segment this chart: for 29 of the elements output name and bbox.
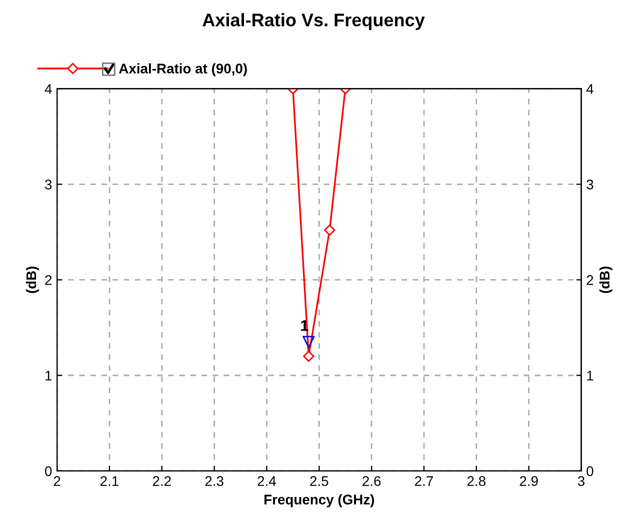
- y2-tick-label: 0: [586, 466, 594, 476]
- y-tick-label: 2: [45, 275, 52, 285]
- x-tick-label: 2: [54, 476, 60, 486]
- x-tick-label: 2.3: [205, 476, 224, 486]
- y-tick-label: 1: [46, 370, 52, 380]
- y-tick-label: 4: [44, 84, 52, 94]
- x-tick-label: 2.8: [467, 476, 486, 486]
- x-tick-label: 2.7: [415, 476, 433, 486]
- y-tick-label: 3: [45, 180, 52, 190]
- y2-tick-label: 4: [586, 84, 594, 94]
- point: [324, 224, 336, 236]
- y2-axis-title: (dB): [599, 266, 612, 294]
- x-tick-label: 3: [578, 476, 584, 486]
- y-axis-title: (dB): [26, 266, 39, 294]
- legend-label: Axial-Ratio at (90,0): [119, 63, 247, 76]
- x-tick-label: 2.1: [100, 476, 118, 486]
- y2-tick-label: 1: [587, 370, 594, 380]
- x-tick-label: 2.2: [152, 476, 171, 486]
- y2-tick-label: 3: [586, 180, 594, 190]
- x-tick-label: 2.5: [310, 476, 328, 486]
- x-tick-label: 2.6: [362, 476, 381, 486]
- y2-tick-label: 2: [586, 275, 594, 285]
- chart-title: Axial-Ratio Vs. Frequency: [202, 13, 425, 30]
- point: [302, 336, 315, 348]
- x-tick-label: 2.4: [258, 476, 276, 486]
- x-tick-label: 2.9: [520, 476, 538, 486]
- y-tick-label: 0: [45, 466, 52, 476]
- x-axis-title: Frequency (GHz): [264, 494, 374, 508]
- point: [303, 350, 314, 362]
